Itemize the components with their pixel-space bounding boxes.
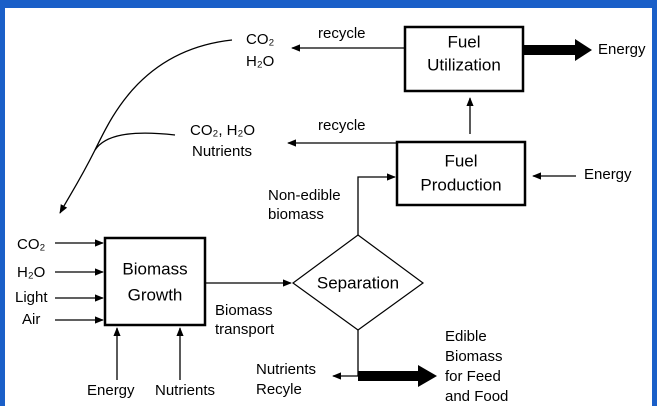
- label: Non-edible: [268, 187, 341, 204]
- frame-right: [652, 0, 657, 406]
- input-label: CO₂: [17, 236, 46, 253]
- arrows: [55, 39, 592, 387]
- label: Nutrients: [256, 361, 316, 378]
- label: Recyle: [256, 381, 302, 398]
- input-label: Light: [15, 289, 48, 306]
- label: H₂O: [246, 53, 274, 70]
- node-label: Fuel: [447, 32, 480, 51]
- label: CO₂, H₂O: [190, 122, 255, 139]
- label: biomass: [268, 206, 324, 223]
- label: Biomass: [215, 302, 273, 319]
- label: Energy: [598, 41, 646, 58]
- input-label: Air: [22, 311, 40, 328]
- edge-label: recycle: [318, 117, 366, 134]
- node-label: Fuel: [444, 151, 477, 170]
- node-label: Production: [420, 175, 501, 194]
- label: Nutrients: [192, 143, 252, 160]
- label: for Feed: [445, 368, 501, 385]
- node-label: Utilization: [427, 55, 501, 74]
- label: Biomass: [445, 348, 503, 365]
- edge-label: recycle: [318, 25, 366, 42]
- node-label: Separation: [317, 273, 399, 292]
- input-label: H₂O: [17, 264, 45, 281]
- frame-top: [0, 0, 657, 8]
- label: transport: [215, 321, 275, 338]
- fuel-production-box: [395, 140, 527, 207]
- label: Nutrients: [155, 382, 215, 399]
- node-label: Biomass: [122, 259, 187, 278]
- node-label: Growth: [128, 285, 183, 304]
- label: Energy: [87, 382, 135, 399]
- label: Energy: [584, 166, 632, 183]
- fuel-utilization-box: [403, 25, 525, 93]
- frame-left: [0, 0, 5, 406]
- label: Edible: [445, 328, 487, 345]
- label: and Food: [445, 388, 508, 405]
- label: CO₂: [246, 31, 275, 48]
- biomass-growth-box: [103, 236, 207, 327]
